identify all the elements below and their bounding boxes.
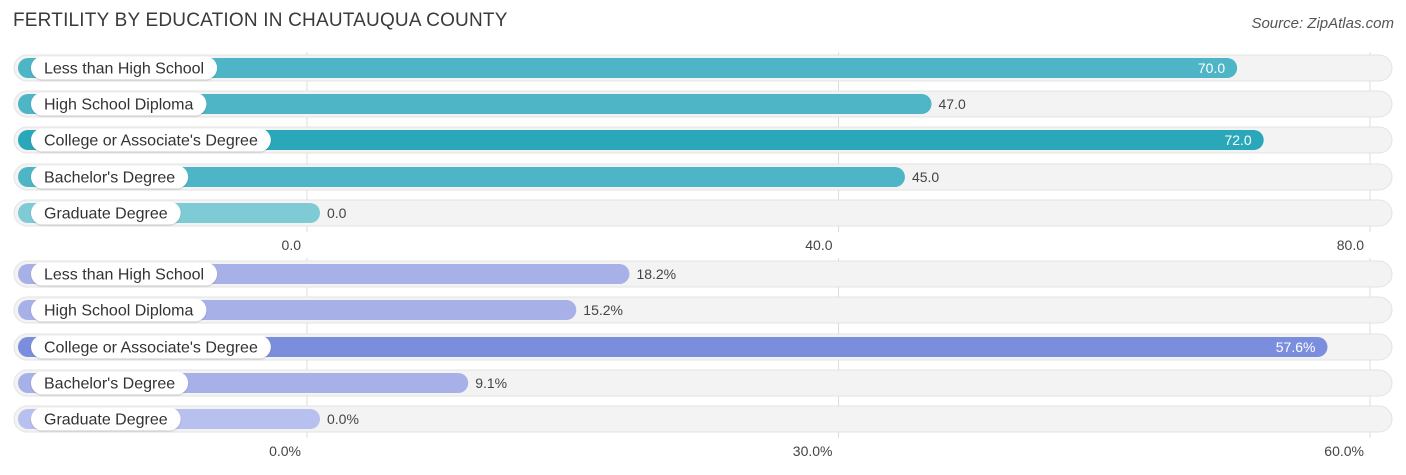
chart2-category-pill [31,407,181,431]
chart2-category-pill [31,298,207,322]
chart1-bar-less-than-high-school [18,58,1238,78]
chart2-category-label: Bachelor's Degree [44,376,175,393]
chart1-tick-label: 0.0 [282,237,302,253]
chart2-value-label: 57.6% [1276,339,1316,355]
chart1-category-label: College or Associate's Degree [44,133,258,150]
chart1-bar-college-or-associate-s-degree [18,130,1264,150]
chart1-category-label: High School Diploma [44,97,194,114]
chart1-bar-bachelor-s-degree [18,167,905,187]
chart2-bar-college-or-associate-s-degree [18,337,1328,357]
chart1-category-label: Bachelor's Degree [44,170,175,187]
chart2-category-label: College or Associate's Degree [44,340,258,357]
chart1-tick-label: 40.0 [805,237,832,253]
chart2-value-label: 9.1% [475,375,507,391]
chart2-category-pill [31,335,271,359]
chart2-tick-label: 0.0% [269,443,301,459]
chart1-category-label: Graduate Degree [44,206,168,223]
chart1-value-label: 0.0 [327,205,347,221]
chart1-track [13,199,1393,227]
chart2-category-label: Graduate Degree [44,412,168,429]
chart1-value-label: 45.0 [912,169,939,185]
chart2-tick-label: 30.0% [793,443,833,459]
chart2-category-pill [31,262,218,286]
chart2-value-label: 0.0% [327,411,359,427]
chart2-category-pill [31,371,189,395]
chart2-tick-label: 60.0% [1324,443,1364,459]
chart2-category-label: Less than High School [44,267,204,284]
chart1-value-label: 72.0 [1224,132,1251,148]
chart-title: FERTILITY BY EDUCATION IN CHAUTAUQUA COU… [13,10,508,31]
chart1-bar-high-school-diploma [18,94,932,114]
chart1-category-pill [31,165,189,189]
chart2-category-label: High School Diploma [44,303,194,320]
chart1-category-pill [31,92,207,116]
chart1-tick-label: 80.0 [1337,237,1364,253]
chart2-value-label: 15.2% [583,302,623,318]
chart2-value-label: 18.2% [636,266,676,282]
chart1-category-pill [31,128,271,152]
chart2-track [13,405,1393,433]
chart1-category-label: Less than High School [44,61,204,78]
chart1-value-label: 70.0 [1198,60,1225,76]
chart1-value-label: 47.0 [939,96,966,112]
chart1-category-pill [31,56,218,80]
chart1-category-pill [31,201,181,225]
source-label: Source: ZipAtlas.com [1251,15,1394,32]
